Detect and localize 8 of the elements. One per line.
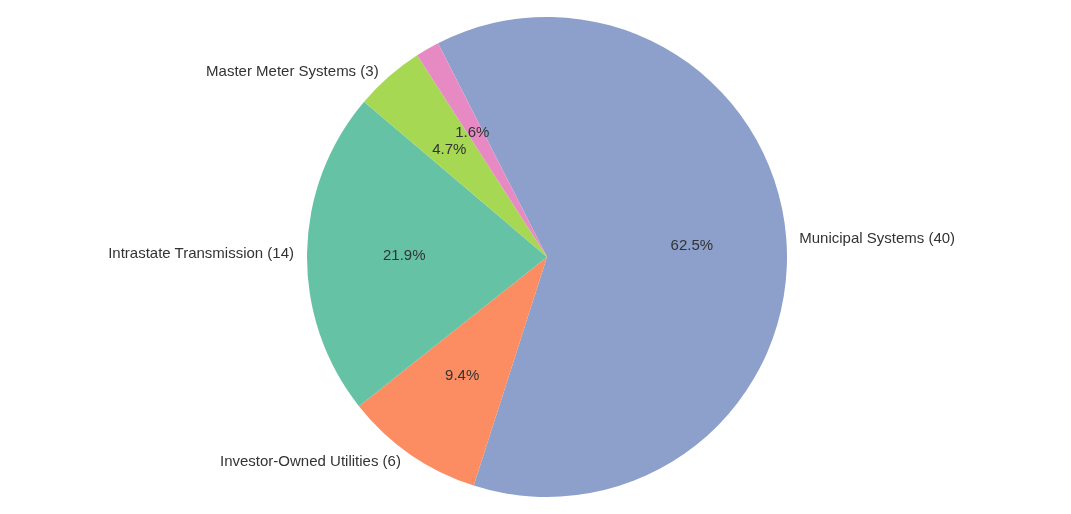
data-label: 62.5%	[670, 236, 714, 254]
slice-label: Master Meter Systems (3)	[206, 61, 379, 79]
slice-label: Intrastate Transmission (14)	[108, 244, 295, 262]
data-label: 21.9%	[383, 245, 426, 263]
slice-label: Investor-Owned Utilities (6)	[220, 452, 401, 470]
data-label: 9.4%	[445, 366, 480, 384]
slice-label: Municipal Systems (40)	[799, 228, 956, 246]
data-label: 4.7%	[432, 139, 467, 157]
